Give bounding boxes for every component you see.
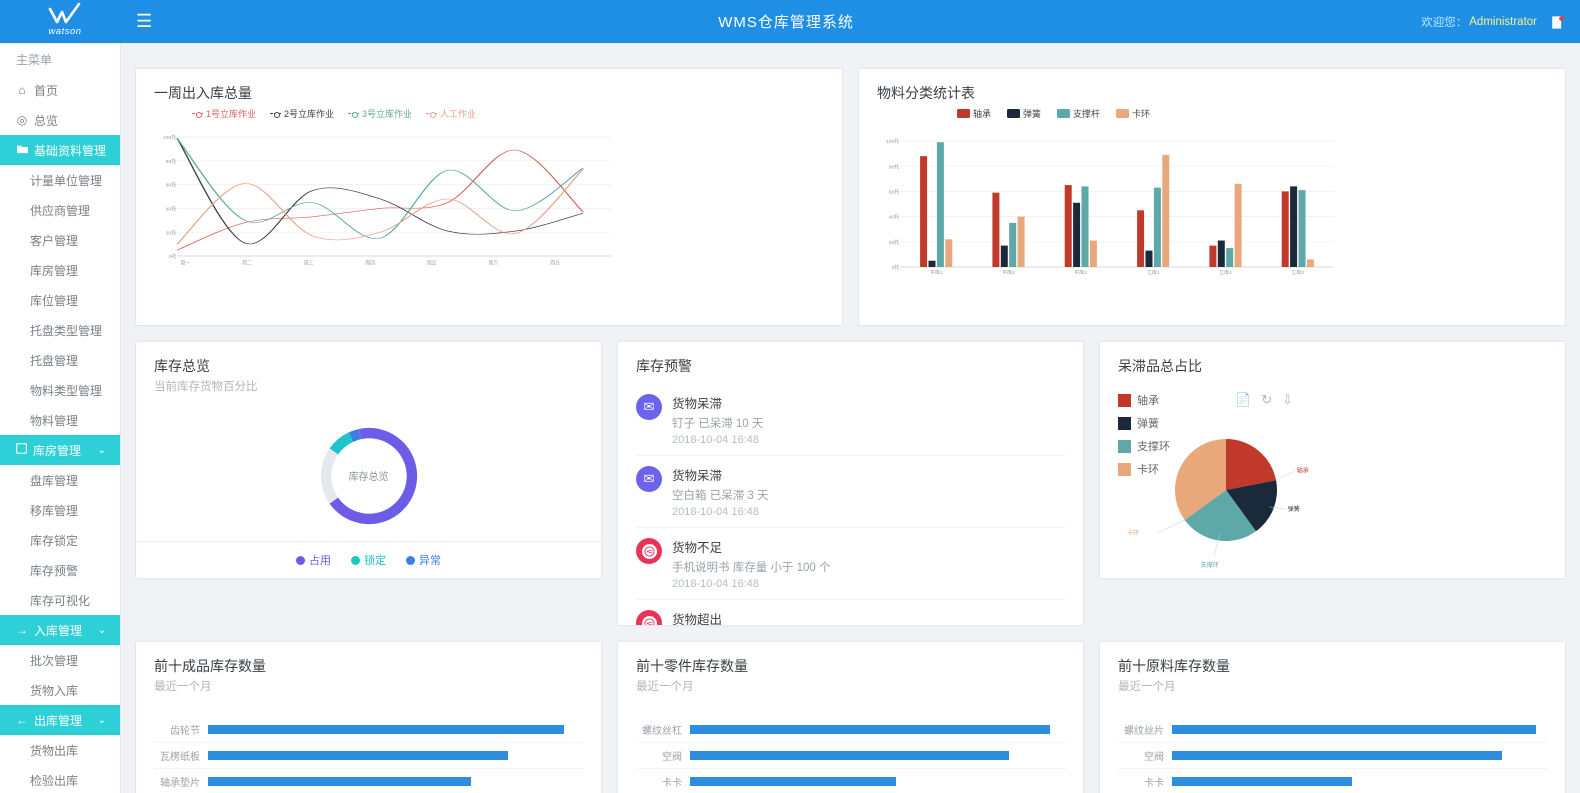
svg-text:40托: 40托 — [889, 214, 899, 221]
svg-text:20托: 20托 — [889, 239, 899, 246]
svg-text:周日: 周日 — [550, 260, 560, 266]
svg-text:100托: 100托 — [163, 134, 176, 141]
svg-text:0托: 0托 — [892, 264, 900, 271]
svg-text:60托: 60托 — [166, 182, 176, 189]
svg-text:轴承: 轴承 — [1297, 467, 1309, 475]
svg-text:80托: 80托 — [889, 163, 899, 170]
svg-text:卡环: 卡环 — [1127, 529, 1139, 537]
svg-text:80托: 80托 — [166, 158, 176, 165]
svg-text:60托: 60托 — [889, 189, 899, 196]
svg-text:周四: 周四 — [365, 260, 375, 266]
svg-text:0托: 0托 — [169, 253, 177, 260]
svg-text:平库1: 平库1 — [930, 269, 943, 276]
svg-text:弹簧: 弹簧 — [1288, 505, 1300, 513]
svg-text:100托: 100托 — [886, 138, 899, 145]
svg-text:立库1: 立库1 — [1147, 269, 1160, 276]
svg-text:周一: 周一 — [181, 260, 191, 266]
svg-text:20托: 20托 — [166, 229, 176, 236]
svg-text:平库3: 平库3 — [1074, 269, 1087, 276]
svg-text:周二: 周二 — [242, 260, 252, 266]
svg-text:周六: 周六 — [489, 259, 499, 266]
svg-text:周五: 周五 — [427, 260, 437, 266]
svg-text:立库2: 立库2 — [1219, 269, 1232, 276]
svg-text:平库2: 平库2 — [1002, 269, 1015, 276]
svg-text:周三: 周三 — [304, 260, 314, 266]
svg-text:40托: 40托 — [166, 206, 176, 213]
svg-text:立库3: 立库3 — [1291, 269, 1304, 276]
svg-text:支撑环: 支撑环 — [1201, 561, 1219, 569]
